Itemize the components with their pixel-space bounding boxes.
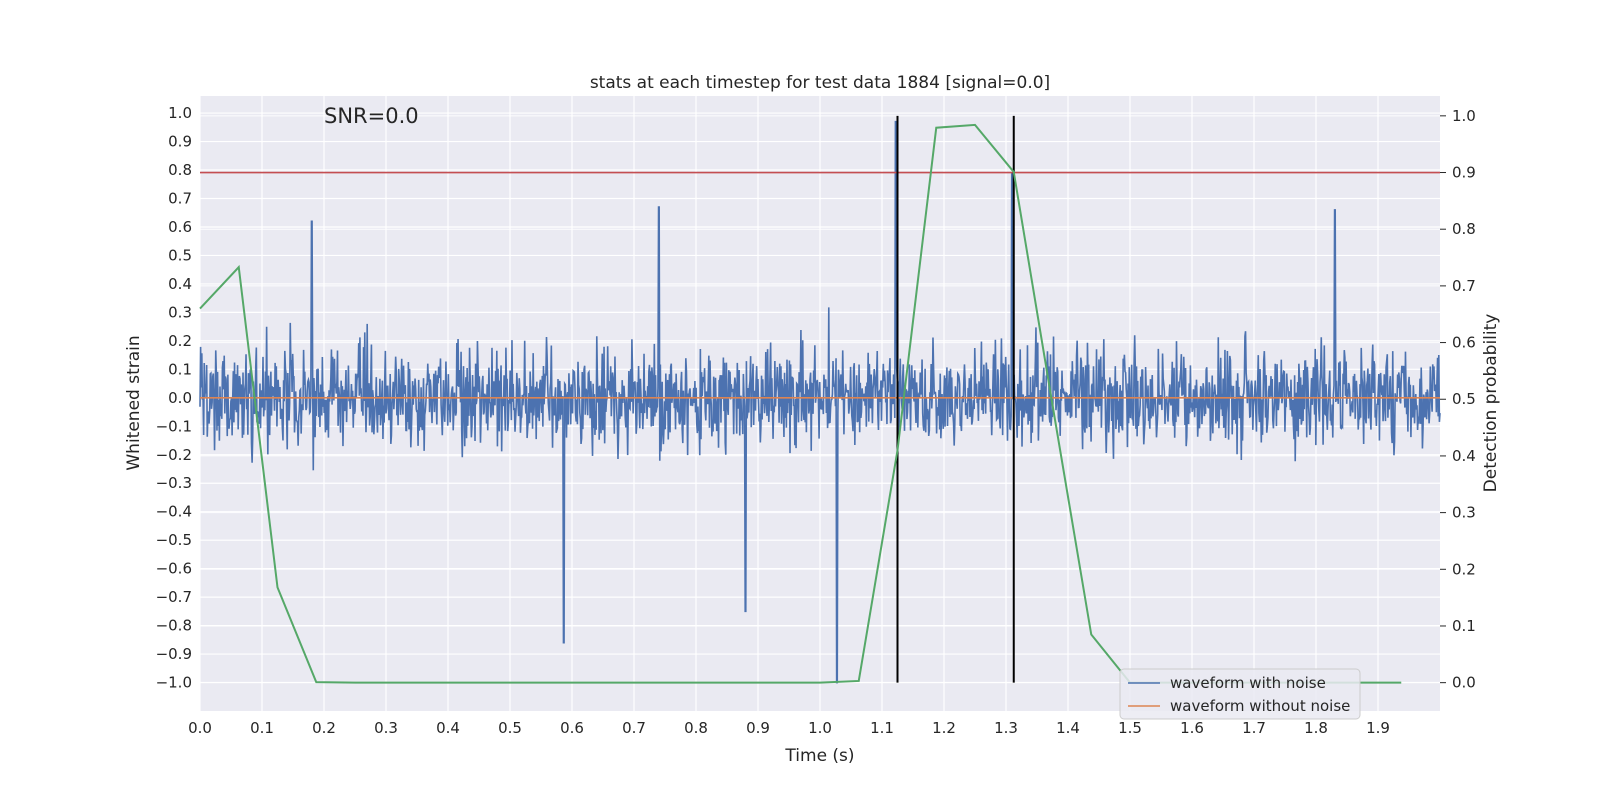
y-left-tick-label: −0.6	[156, 560, 192, 578]
y-left-tick-label: −0.2	[156, 446, 192, 464]
y-left-tick-label: 0.8	[168, 161, 192, 179]
x-tick-label: 0.8	[684, 719, 708, 737]
chart-title: stats at each timestep for test data 188…	[590, 73, 1050, 93]
y-left-tick-label: 0.5	[168, 246, 192, 264]
y-axis-label-left: Whitened strain	[124, 335, 144, 470]
y-left-tick-label: −0.3	[156, 474, 192, 492]
y-axis-label-right: Detection probability	[1481, 314, 1501, 493]
y-right-tick-label: 0.4	[1452, 447, 1476, 465]
y-left-tick-label: −0.7	[156, 588, 192, 606]
y-right-tick-label: 0.7	[1452, 277, 1476, 295]
x-tick-label: 0.6	[560, 719, 584, 737]
x-tick-label: 0.7	[622, 719, 646, 737]
y-right-tick-label: 0.0	[1452, 674, 1476, 692]
x-tick-label: 1.6	[1180, 719, 1204, 737]
y-left-tick-label: 0.0	[168, 389, 192, 407]
series-waveform-with-noise	[199, 120, 1441, 684]
y-left-tick-label: 0.3	[168, 303, 192, 321]
legend-box	[1119, 668, 1361, 720]
y-left-tick-label: 0.1	[168, 360, 192, 378]
y-left-tick-label: 0.2	[168, 332, 192, 350]
x-tick-label: 0.3	[374, 719, 398, 737]
y-left-tick-label: −0.4	[156, 503, 192, 521]
legend-label-with-noise: waveform with noise	[1170, 674, 1326, 692]
y-left-tick-label: 1.0	[168, 104, 192, 122]
y-right-tick-label: 0.5	[1452, 390, 1476, 408]
x-tick-label: 1.9	[1366, 719, 1390, 737]
y-right-tick-label: 1.0	[1452, 107, 1476, 125]
x-tick-label: 1.5	[1118, 719, 1142, 737]
x-tick-label: 1.4	[1056, 719, 1080, 737]
y-right-tick-label: 0.2	[1452, 560, 1476, 578]
legend-label-without-noise: waveform without noise	[1170, 697, 1350, 715]
y-right-tick-label: 0.1	[1452, 617, 1476, 635]
x-tick-label: 1.7	[1242, 719, 1266, 737]
series-layer	[199, 115, 1441, 684]
y-left-tick-label: 0.9	[168, 133, 192, 151]
x-tick-label: 0.0	[188, 719, 212, 737]
x-tick-label: 0.2	[312, 719, 336, 737]
x-tick-label: 1.8	[1304, 719, 1328, 737]
x-tick-label: 0.5	[498, 719, 522, 737]
snr-annotation: SNR=0.0	[324, 104, 419, 128]
legend: waveform with noise waveform without noi…	[1119, 668, 1361, 720]
y-left-tick-label: −0.1	[156, 417, 192, 435]
x-tick-label: 0.9	[746, 719, 770, 737]
x-axis-label: Time (s)	[784, 746, 854, 766]
y-left-tick-label: 0.6	[168, 218, 192, 236]
y-left-tick-label: 0.4	[168, 275, 192, 293]
x-tick-label: 0.4	[436, 719, 460, 737]
axes-layer: 0.0 0.1 0.2 0.3 0.4 0.5 0.6 0.7 0.8 0.9 1.0 1.1 1.2 1…	[156, 104, 1476, 737]
y-right-tick-label: 0.9	[1452, 164, 1476, 182]
y-left-tick-label: −0.5	[156, 531, 192, 549]
x-tick-label: 1.0	[808, 719, 832, 737]
x-tick-label: 1.1	[870, 719, 894, 737]
x-tick-label: 1.2	[932, 719, 956, 737]
y-left-tick-label: 0.7	[168, 190, 192, 208]
y-left-tick-label: −0.8	[156, 617, 192, 635]
x-tick-label: 0.1	[250, 719, 274, 737]
x-tick-label: 1.3	[994, 719, 1018, 737]
y-left-tick-label: −1.0	[156, 674, 192, 692]
y-right-tick-label: 0.3	[1452, 504, 1476, 522]
y-left-tick-label: −0.9	[156, 645, 192, 663]
y-right-tick-label: 0.8	[1452, 220, 1476, 238]
y-right-tick-label: 0.6	[1452, 334, 1476, 352]
